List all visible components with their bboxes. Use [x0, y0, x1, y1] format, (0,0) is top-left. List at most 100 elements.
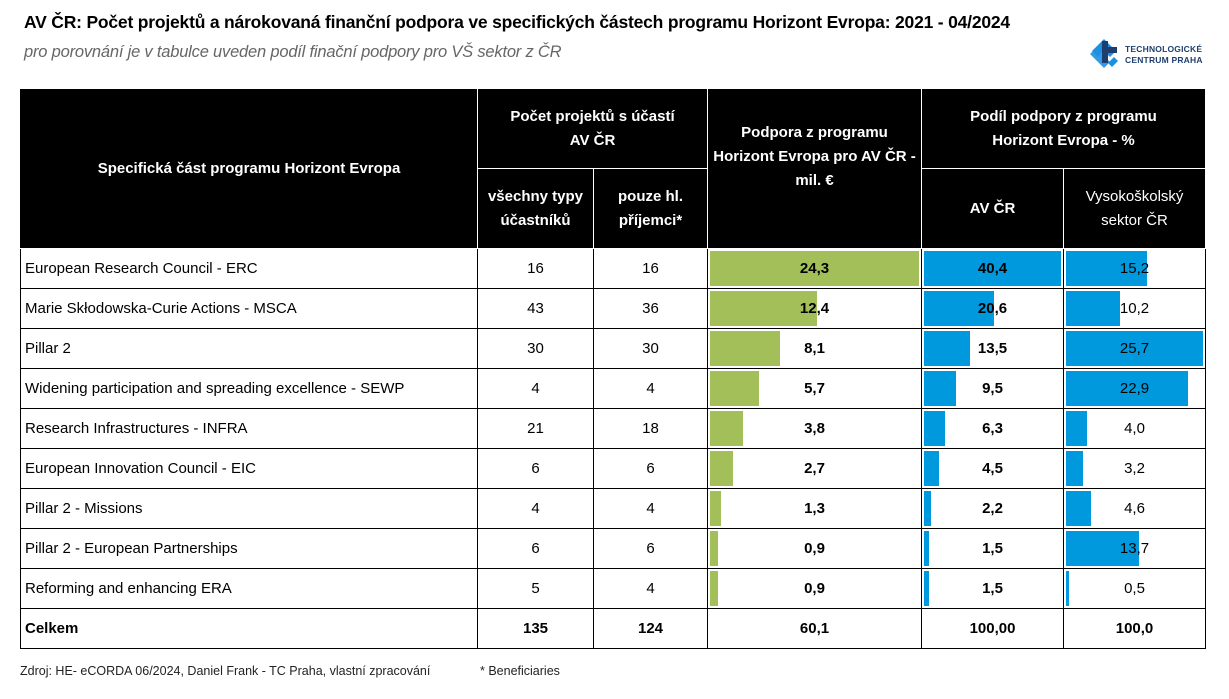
tc-praha-logo: TECHNOLOGICKÉ CENTRUM PRAHA [1087, 37, 1217, 73]
header-part: Specifická část programu Horizont Evropa [20, 88, 478, 249]
table-row: Pillar 2 - European Partnerships 6 6 0,9 1,5… [20, 528, 1207, 569]
av-cell: 1,5 [921, 528, 1065, 569]
beneficiaries-note: * Beneficiaries [480, 664, 560, 678]
vs-cell: 13,7 [1063, 528, 1207, 569]
projects-all: 43 [477, 288, 594, 329]
av-bar [924, 531, 930, 566]
vs-value: 15,2 [1119, 260, 1150, 277]
vs-cell: 25,7 [1063, 328, 1207, 369]
projects-all: 30 [477, 328, 594, 369]
av-value: 2,2 [982, 500, 1003, 517]
table-row: Widening participation and spreading exc… [20, 368, 1207, 409]
page-title: AV ČR: Počet projektů a nárokovaná finan… [24, 12, 1010, 32]
vs-value: 0,5 [1124, 580, 1145, 597]
vs-bar [1066, 451, 1084, 486]
header-share-av: AV ČR [921, 168, 1065, 249]
av-bar [924, 251, 1062, 286]
av-bar [924, 331, 970, 366]
vs-value: 4,6 [1124, 500, 1145, 517]
support-cell: 1,3 [707, 488, 923, 529]
projects-main: 4 [592, 488, 709, 529]
total-label: Celkem [20, 608, 478, 649]
vs-bar [1066, 371, 1189, 406]
support-cell: 24,3 [707, 248, 923, 289]
header-projects-group: Počet projektů s účastí AV ČR [476, 88, 709, 169]
av-value: 4,5 [982, 460, 1003, 477]
data-table: Specifická část programu Horizont Evropa… [20, 88, 1207, 649]
vs-cell: 4,6 [1063, 488, 1207, 529]
av-cell: 6,3 [921, 408, 1065, 449]
av-bar [924, 291, 994, 326]
av-cell: 13,5 [921, 328, 1065, 369]
projects-all: 21 [477, 408, 594, 449]
table-row: Research Infrastructures - INFRA 21 18 3,8 6… [20, 408, 1207, 449]
total-all: 135 [477, 608, 594, 649]
total-row: Celkem 135 124 60,1 100,00 100,0 [20, 608, 1207, 649]
support-cell: 0,9 [707, 528, 923, 569]
vs-value: 22,9 [1119, 380, 1150, 397]
projects-main: 36 [592, 288, 709, 329]
av-value: 9,5 [982, 380, 1003, 397]
av-cell: 2,2 [921, 488, 1065, 529]
vs-cell: 0,5 [1063, 568, 1207, 609]
support-value: 8,1 [804, 340, 825, 357]
part-name: Reforming and enhancing ERA [20, 568, 478, 609]
total-main: 124 [592, 608, 709, 649]
part-name: Widening participation and spreading exc… [20, 368, 478, 409]
projects-main: 30 [592, 328, 709, 369]
support-value: 3,8 [804, 420, 825, 437]
source-note: Zdroj: HE- eCORDA 06/2024, Daniel Frank … [20, 664, 431, 678]
support-value: 1,3 [804, 500, 825, 517]
vs-bar [1066, 571, 1069, 606]
av-bar [924, 491, 932, 526]
part-name: European Research Council - ERC [20, 248, 478, 289]
av-value: 40,4 [977, 260, 1008, 277]
support-cell: 0,9 [707, 568, 923, 609]
support-value: 0,9 [804, 580, 825, 597]
av-value: 6,3 [982, 420, 1003, 437]
page-subtitle: pro porovnání je v tabulce uveden podíl … [24, 43, 562, 61]
logo-line-2: CENTRUM PRAHA [1125, 55, 1203, 65]
total-vs: 100,0 [1063, 608, 1207, 649]
support-cell: 2,7 [707, 448, 923, 489]
vs-value: 3,2 [1124, 460, 1145, 477]
vs-cell: 22,9 [1063, 368, 1207, 409]
support-bar [710, 331, 780, 366]
support-bar [710, 411, 743, 446]
header-all-types: všechny typy účastníků [477, 168, 594, 249]
av-value: 1,5 [982, 540, 1003, 557]
av-value: 13,5 [977, 340, 1008, 357]
vs-bar [1066, 491, 1091, 526]
part-name: Pillar 2 - Missions [20, 488, 478, 529]
vs-cell: 4,0 [1063, 408, 1207, 449]
vs-bar [1066, 251, 1148, 286]
support-bar [710, 571, 718, 606]
projects-main: 16 [592, 248, 709, 289]
support-value: 0,9 [804, 540, 825, 557]
tc-logo-icon [1090, 39, 1118, 68]
projects-all: 5 [477, 568, 594, 609]
part-name: European Innovation Council - EIC [20, 448, 478, 489]
vs-value: 13,7 [1119, 540, 1150, 557]
projects-main: 6 [592, 448, 709, 489]
projects-all: 4 [477, 368, 594, 409]
av-bar [924, 451, 940, 486]
logo-line-1: TECHNOLOGICKÉ [1125, 44, 1203, 54]
footer: Zdroj: HE- eCORDA 06/2024, Daniel Frank … [20, 664, 560, 678]
header-support: Podpora z programu Horizont Evropa pro A… [707, 88, 923, 249]
header-main-beneficiaries: pouze hl. příjemci* [592, 168, 709, 249]
support-value: 2,7 [804, 460, 825, 477]
support-value: 12,4 [799, 300, 830, 317]
table-row: Marie Skłodowska-Curie Actions - MSCA 43 3… [20, 288, 1207, 329]
part-name: Pillar 2 - European Partnerships [20, 528, 478, 569]
vs-bar [1066, 531, 1140, 566]
av-cell: 20,6 [921, 288, 1065, 329]
header-share-group: Podíl podpory z programu Horizont Evropa… [921, 88, 1207, 169]
av-bar [924, 371, 957, 406]
table-row: Pillar 2 - Missions 4 4 1,3 2,2 4,6 [20, 488, 1207, 529]
support-bar [710, 491, 722, 526]
vs-bar [1066, 291, 1121, 326]
av-cell: 9,5 [921, 368, 1065, 409]
av-cell: 4,5 [921, 448, 1065, 489]
header-share-vs: Vysokoškolský sektor ČR [1063, 168, 1207, 249]
